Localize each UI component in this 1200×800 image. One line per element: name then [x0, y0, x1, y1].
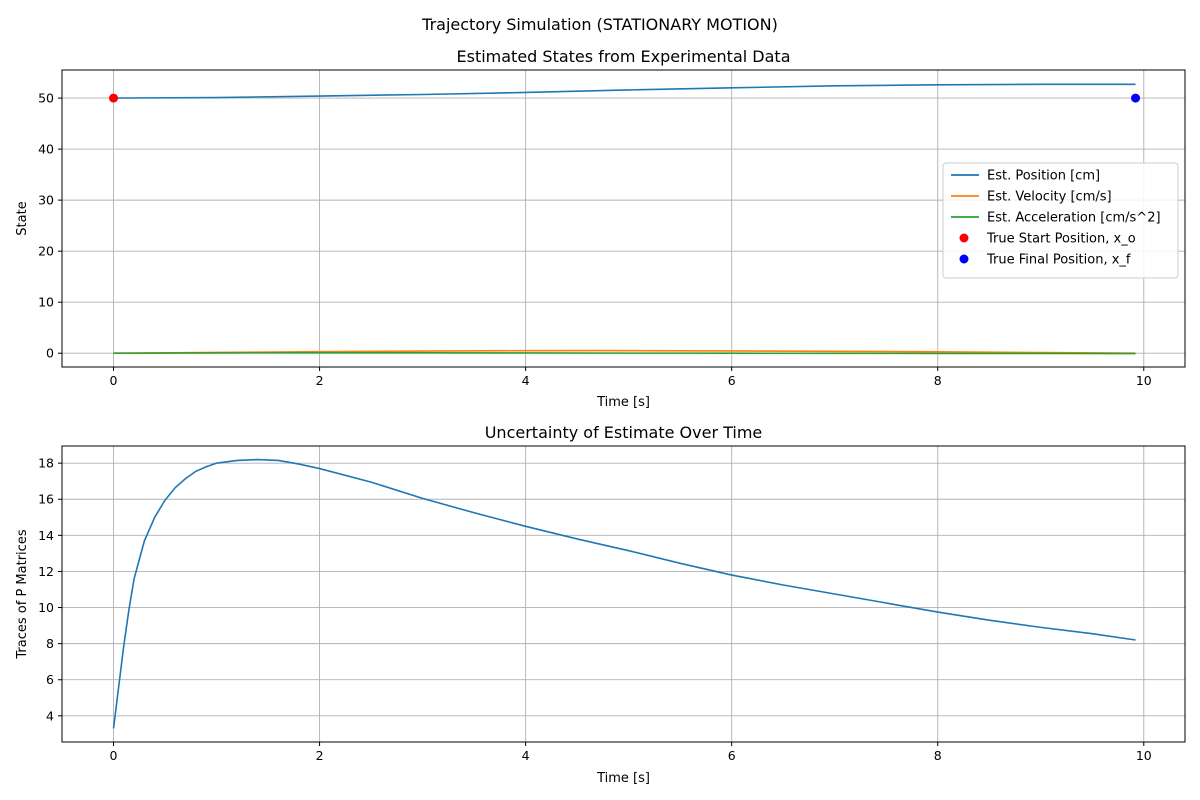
uncertainty-chart: Uncertainty of Estimate Over Time 0 2 4 6 8 10… [15, 423, 1186, 786]
figure-suptitle: Trajectory Simulation (STATIONARY MOTION… [421, 15, 778, 34]
series-layer [113, 83, 1136, 355]
x-tick-label: 6 [728, 373, 736, 388]
legend: Est. Position [cm] Est. Velocity [cm/s] Es… [942, 162, 1179, 279]
x-tick-label: 10 [1136, 748, 1152, 763]
series-line-2 [113, 349, 1136, 355]
x-tick-label: 8 [934, 748, 942, 763]
legend-entry-label: Est. Velocity [cm/s] [987, 190, 1112, 205]
y-tick-label: 20 [38, 244, 54, 259]
legend-dot-swatch [959, 254, 969, 264]
y-tick-label: 12 [38, 564, 54, 579]
states-chart: Estimated States from Experimental Data 0… [15, 47, 1186, 410]
legend-entry-label: Est. Position [cm] [987, 169, 1100, 184]
y-tick-label: 30 [38, 193, 54, 208]
legend-entry-label: True Final Position, x_f [986, 253, 1131, 268]
y-tick-label: 6 [46, 672, 54, 687]
y-tick-label: 40 [38, 142, 54, 157]
x-tick-label: 2 [316, 373, 324, 388]
true-start-point [109, 93, 119, 103]
series-layer [112, 458, 1136, 729]
x-tick-label: 0 [110, 373, 118, 388]
y-tick-label: 0 [46, 346, 54, 361]
x-tick-label: 4 [522, 373, 530, 388]
y-tick-label: 18 [38, 456, 54, 471]
x-tick-label: 2 [316, 748, 324, 763]
y-tick-label: 16 [38, 492, 54, 507]
x-tick-label: 4 [522, 748, 530, 763]
chart-title: Uncertainty of Estimate Over Time [485, 423, 763, 442]
y-tick-label: 4 [46, 708, 54, 723]
y-tick-label: 10 [38, 600, 54, 615]
series-line-1 [113, 83, 1136, 99]
x-tick-label: 8 [934, 373, 942, 388]
x-tick-label: 6 [728, 748, 736, 763]
x-tick-label: 10 [1136, 373, 1152, 388]
y-tick-label: 8 [46, 636, 54, 651]
legend-entry-label: True Start Position, x_o [986, 232, 1136, 247]
x-tick-label: 0 [110, 748, 118, 763]
y-axis-label: State [15, 201, 30, 235]
x-axis-label: Time [s] [596, 771, 650, 786]
chart-title: Estimated States from Experimental Data [457, 47, 791, 66]
legend-entry-label: Est. Acceleration [cm/s^2] [987, 211, 1161, 226]
plot-frame [61, 445, 1186, 743]
legend-box [942, 162, 1179, 279]
legend-dot-swatch [959, 233, 969, 243]
y-axis-label: Traces of P Matrices [15, 529, 30, 659]
plot-frame [61, 69, 1186, 368]
y-tick-label: 14 [38, 528, 54, 543]
true-final-point [1131, 93, 1141, 103]
y-tick-label: 10 [38, 295, 54, 310]
series-line-3 [113, 352, 1136, 355]
x-axis-label: Time [s] [596, 395, 650, 410]
y-tick-label: 50 [38, 91, 54, 106]
series-line-1 [112, 458, 1136, 729]
